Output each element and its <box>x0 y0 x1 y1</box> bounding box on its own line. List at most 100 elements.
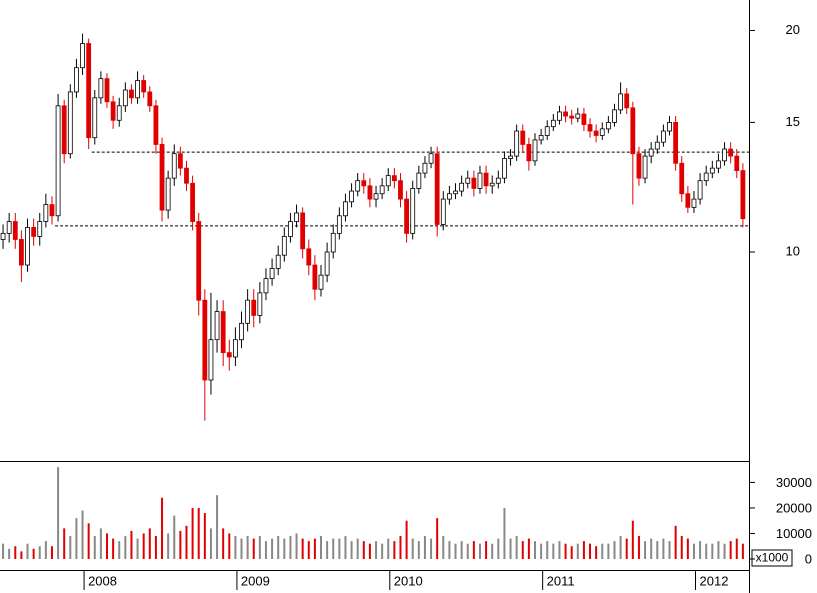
volume-bar <box>154 536 157 559</box>
x-tick-label: 2012 <box>700 573 729 588</box>
candle-body <box>477 172 483 189</box>
volume-bar <box>423 536 426 559</box>
candle-body <box>581 113 587 125</box>
candle-body <box>459 182 465 192</box>
candle-body <box>679 162 685 195</box>
candle-body <box>624 93 630 109</box>
volume-bar <box>326 541 329 559</box>
volume-bar <box>307 541 310 559</box>
candle-body <box>605 122 611 130</box>
candle-body <box>18 239 24 266</box>
candle-body <box>728 148 734 157</box>
candle-body <box>343 201 348 217</box>
candle-body <box>398 180 403 200</box>
volume-bar <box>521 541 524 559</box>
candle-body <box>612 109 617 123</box>
volume-bar <box>387 538 390 559</box>
candle-body <box>281 236 287 256</box>
volume-bar <box>142 533 145 559</box>
volume-bar <box>338 538 341 559</box>
candle-body <box>532 139 538 162</box>
candle-body <box>544 126 550 136</box>
volume-unit: x1000 <box>756 551 789 565</box>
candle-body <box>92 97 98 139</box>
volume-bar <box>320 536 322 559</box>
volume-bar <box>619 536 622 559</box>
candle-body <box>642 155 648 179</box>
x-tick-label: 2008 <box>88 573 117 588</box>
candle-body <box>453 190 458 195</box>
volume-bar <box>301 538 304 559</box>
candle-body <box>440 198 446 225</box>
volume-bar <box>558 541 561 559</box>
volume-bar <box>699 541 702 559</box>
volume-bar <box>87 523 90 559</box>
volume-bar <box>662 538 665 559</box>
volume-bar <box>448 541 451 559</box>
candle-body <box>110 101 116 121</box>
volume-bar <box>167 533 170 559</box>
candle-body <box>520 130 526 145</box>
volume-bar <box>534 541 536 559</box>
volume-bar <box>75 518 78 559</box>
volume-bar <box>381 543 384 559</box>
volume-bar <box>570 546 573 559</box>
volume-bar <box>405 520 408 559</box>
candle-body <box>31 227 37 237</box>
candle-body <box>37 221 43 237</box>
volume-bar <box>680 536 683 559</box>
volume-bar <box>246 536 249 559</box>
candle-body <box>661 130 666 143</box>
volume-bar <box>252 538 255 559</box>
candle-body <box>434 153 440 225</box>
candle-body <box>391 175 397 182</box>
volume-bar <box>430 538 433 559</box>
candle-body <box>404 198 410 234</box>
candle-body <box>312 264 318 290</box>
volume-bar <box>631 520 634 559</box>
volume-bar <box>26 543 29 559</box>
volume-bar <box>130 530 133 559</box>
candle-body <box>74 67 79 93</box>
candle-body <box>184 167 189 184</box>
candle-body <box>569 115 575 119</box>
volume-bar <box>14 546 17 559</box>
candle-body <box>373 193 379 200</box>
candle-body <box>691 198 697 208</box>
candle-body <box>446 193 452 200</box>
candle-body <box>232 339 238 358</box>
candle-body <box>190 182 196 222</box>
candle-body <box>361 180 367 187</box>
candle-body <box>129 89 134 99</box>
candle-body <box>324 251 330 276</box>
volume-bar <box>228 533 231 559</box>
candle-body <box>367 185 373 200</box>
volume-bar <box>185 525 188 559</box>
y2-tick-label: 30000 <box>776 475 812 490</box>
candle-body <box>226 352 232 358</box>
volume-bar <box>124 536 127 559</box>
volume-bar <box>356 538 359 559</box>
candle-body <box>171 153 177 179</box>
volume-bar <box>332 538 335 559</box>
volume-bar <box>674 525 677 559</box>
candle-body <box>306 248 312 266</box>
candle-body <box>202 299 208 381</box>
candle-body <box>697 180 703 200</box>
candle-body <box>196 221 202 301</box>
candle-body <box>220 311 226 353</box>
volume-bar <box>2 543 5 559</box>
y2-tick-label: 10000 <box>776 526 812 541</box>
volume-bar <box>197 507 200 559</box>
volume-bar <box>271 538 274 559</box>
volume-bar <box>106 533 108 559</box>
candle-body <box>141 80 147 93</box>
candle-body <box>67 91 73 155</box>
volume-bar <box>277 536 280 559</box>
volume-bar <box>222 528 225 559</box>
candle-body <box>557 111 562 121</box>
candle-body <box>269 267 275 280</box>
candle-body <box>86 43 92 139</box>
volume-bar <box>191 507 194 559</box>
